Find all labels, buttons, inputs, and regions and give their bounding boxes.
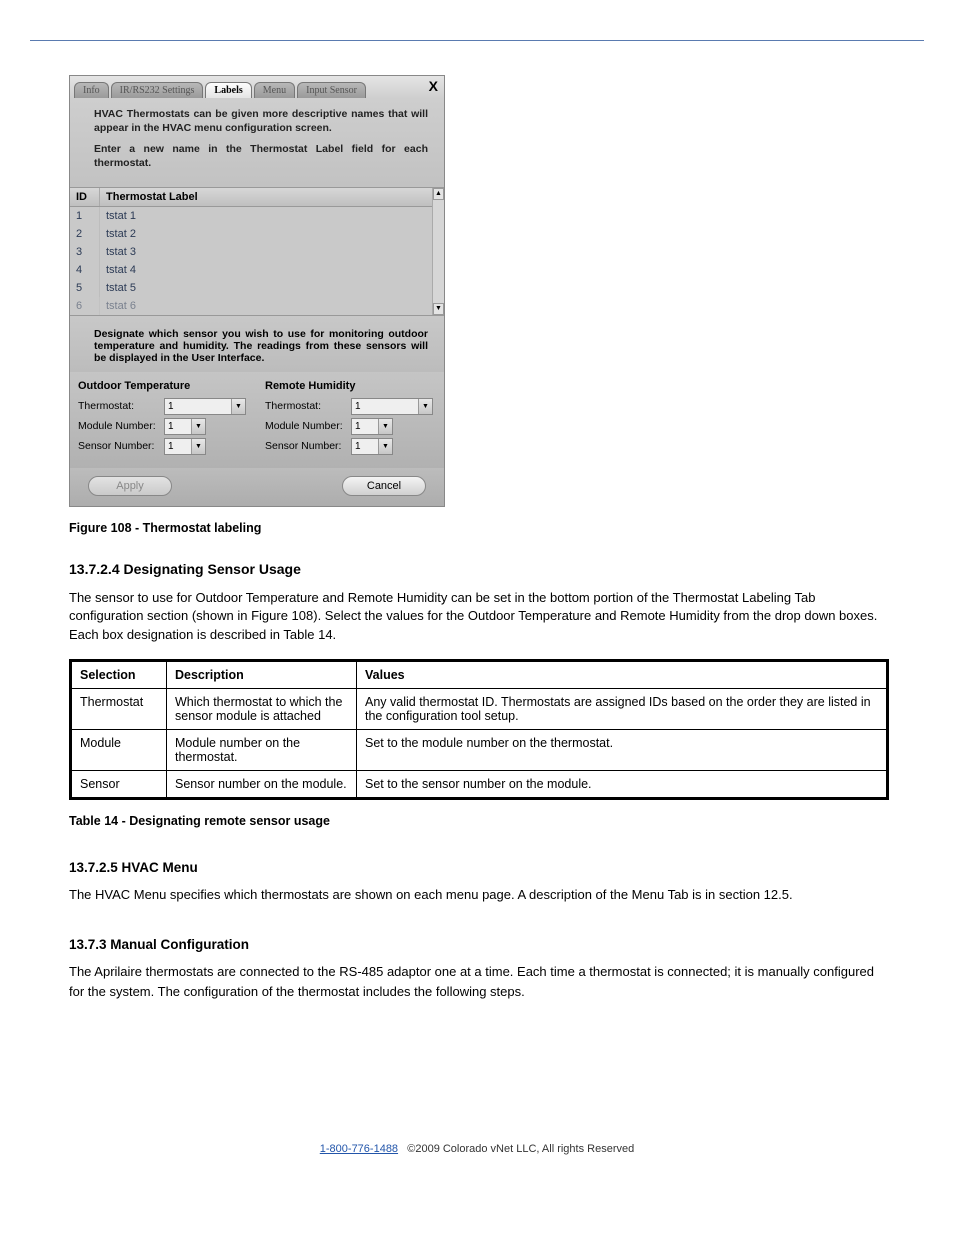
info-table-row: Module Module number on the thermostat. … <box>71 730 888 771</box>
table-row[interactable]: 5tstat 5 <box>70 279 444 297</box>
rh-thermostat-select[interactable]: 1▼ <box>351 398 433 415</box>
phone-link[interactable]: 1-800-776-1488 <box>320 1143 398 1155</box>
sensor-designation-table: Selection Description Values Thermostat … <box>69 659 889 800</box>
ot-thermostat-select[interactable]: 1▼ <box>164 398 246 415</box>
tab-menu-label: Menu <box>263 85 286 96</box>
chevron-down-icon: ▼ <box>378 419 392 434</box>
tab-labels[interactable]: Labels <box>205 82 251 98</box>
table-header: ID Thermostat Label <box>70 188 444 207</box>
rh-thermostat-label: Thermostat: <box>265 400 351 412</box>
remote-humidity-column: Remote Humidity Thermostat: 1▼ Module Nu… <box>257 376 444 458</box>
chevron-down-icon: ▼ <box>191 439 205 454</box>
tab-irrs232-label: IR/RS232 Settings <box>120 85 195 96</box>
rh-sensor-label: Sensor Number: <box>265 440 351 452</box>
instr-line-1: HVAC Thermostats can be given more descr… <box>94 108 428 135</box>
rh-sensor-row: Sensor Number: 1▼ <box>265 438 436 455</box>
col-id-header: ID <box>70 188 100 206</box>
chevron-down-icon: ▼ <box>378 439 392 454</box>
page-top-rule <box>30 40 924 41</box>
copyright-text: ©2009 Colorado vNet LLC, All rights Rese… <box>407 1143 634 1155</box>
rh-module-label: Module Number: <box>265 420 351 432</box>
ot-module-select[interactable]: 1▼ <box>164 418 206 435</box>
rh-sensor-select[interactable]: 1▼ <box>351 438 393 455</box>
info-table-row: Sensor Sensor number on the module. Set … <box>71 771 888 799</box>
hvac-menu-paragraph: The HVAC Menu specifies which thermostat… <box>69 885 885 905</box>
remote-humidity-heading: Remote Humidity <box>265 380 436 392</box>
outdoor-temp-heading: Outdoor Temperature <box>78 380 249 392</box>
section-heading: 13.7.2.4 Designating Sensor Usage <box>69 561 954 577</box>
ot-module-row: Module Number: 1▼ <box>78 418 249 435</box>
outdoor-temp-column: Outdoor Temperature Thermostat: 1▼ Modul… <box>70 376 257 458</box>
tab-info[interactable]: Info <box>74 82 109 98</box>
info-table-row: Thermostat Which thermostat to which the… <box>71 689 888 730</box>
instr-line-2: Enter a new name in the Thermostat Label… <box>94 143 428 170</box>
scroll-up-icon[interactable]: ▲ <box>433 188 444 200</box>
ot-sensor-select[interactable]: 1▼ <box>164 438 206 455</box>
col-label-header: Thermostat Label <box>100 188 444 206</box>
lower-instructions: Designate which sensor you wish to use f… <box>70 316 444 372</box>
tab-input-sensor[interactable]: Input Sensor <box>297 82 366 98</box>
cancel-button[interactable]: Cancel <box>342 476 426 496</box>
info-table-header: Selection Description Values <box>71 661 888 689</box>
copyright-line: 1-800-776-1488 ©2009 Colorado vNet LLC, … <box>0 1143 954 1155</box>
section-paragraph: The sensor to use for Outdoor Temperatur… <box>69 589 885 646</box>
chevron-down-icon: ▼ <box>231 399 245 414</box>
scroll-down-icon[interactable]: ▼ <box>433 303 444 315</box>
rh-thermostat-row: Thermostat: 1▼ <box>265 398 436 415</box>
tab-input-sensor-label: Input Sensor <box>306 85 357 96</box>
ot-thermostat-row: Thermostat: 1▼ <box>78 398 249 415</box>
sensor-settings: Outdoor Temperature Thermostat: 1▼ Modul… <box>70 372 444 468</box>
table-row[interactable]: 4tstat 4 <box>70 261 444 279</box>
rh-module-select[interactable]: 1▼ <box>351 418 393 435</box>
upper-instructions: HVAC Thermostats can be given more descr… <box>70 98 444 187</box>
tab-menu[interactable]: Menu <box>254 82 295 98</box>
ot-module-label: Module Number: <box>78 420 164 432</box>
table-scrollbar[interactable]: ▲ ▼ <box>432 188 444 315</box>
figure-caption: Figure 108 - Thermostat labeling <box>69 521 954 535</box>
close-icon[interactable]: X <box>429 78 438 94</box>
table-caption: Table 14 - Designating remote sensor usa… <box>69 814 954 828</box>
ot-thermostat-label: Thermostat: <box>78 400 164 412</box>
table-row[interactable]: 2tstat 2 <box>70 225 444 243</box>
tab-labels-label: Labels <box>214 85 242 96</box>
manual-config-heading: 13.7.3 Manual Configuration <box>69 937 885 952</box>
hvac-menu-heading: 13.7.2.5 HVAC Menu <box>69 860 885 875</box>
table-body: 1tstat 1 2tstat 2 3tstat 3 4tstat 4 5tst… <box>70 207 444 315</box>
tab-irrs232[interactable]: IR/RS232 Settings <box>111 82 204 98</box>
chevron-down-icon: ▼ <box>191 419 205 434</box>
ot-sensor-row: Sensor Number: 1▼ <box>78 438 249 455</box>
tab-bar: Info IR/RS232 Settings Labels Menu Input… <box>70 76 444 98</box>
labels-dialog: Info IR/RS232 Settings Labels Menu Input… <box>69 75 445 507</box>
thermostat-table: ID Thermostat Label 1tstat 1 2tstat 2 3t… <box>70 187 444 316</box>
tab-info-label: Info <box>83 85 100 96</box>
rh-module-row: Module Number: 1▼ <box>265 418 436 435</box>
apply-button[interactable]: Apply <box>88 476 172 496</box>
manual-config-paragraph: The Aprilaire thermostats are connected … <box>69 962 885 1002</box>
dialog-button-bar: Apply Cancel <box>70 468 444 506</box>
ot-sensor-label: Sensor Number: <box>78 440 164 452</box>
chevron-down-icon: ▼ <box>418 399 432 414</box>
table-row[interactable]: 1tstat 1 <box>70 207 444 225</box>
table-row[interactable]: 6tstat 6 <box>70 297 444 315</box>
table-row[interactable]: 3tstat 3 <box>70 243 444 261</box>
